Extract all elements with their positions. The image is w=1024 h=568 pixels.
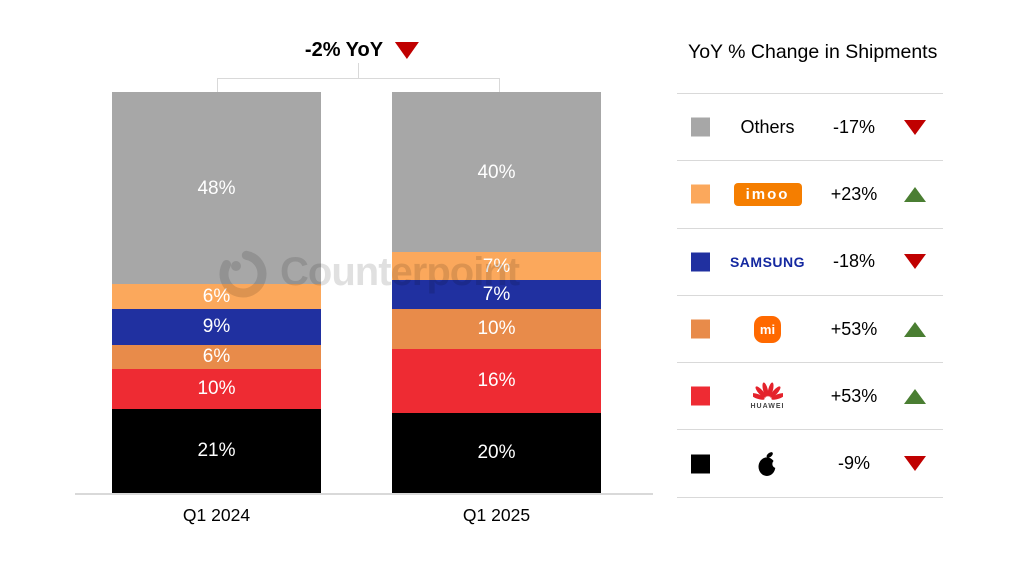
- imoo-logo: imoo: [733, 182, 802, 206]
- others-trend-triangle-icon: [904, 119, 926, 135]
- bar-segment-value: 40%: [477, 161, 516, 183]
- stacked-bar-q1-2024: 48% 6% 9% 6% 10% 21%: [112, 92, 321, 493]
- bracket-tick: [358, 63, 359, 78]
- samsung-trend-triangle-icon: [904, 254, 926, 270]
- x-axis-label-q1-2025: Q1 2025: [462, 505, 531, 525]
- others-label: Others: [740, 116, 795, 137]
- apple-change-value: -9%: [837, 453, 870, 474]
- bar-segment-value: 10%: [477, 318, 516, 340]
- imoo-color-swatch: [691, 184, 710, 204]
- imoo-change-value: +23%: [830, 183, 878, 204]
- bracket-left-drop: [217, 78, 218, 92]
- huawei-trend-triangle-icon: [904, 388, 926, 404]
- total-yoy-annotation: -2% YoY: [304, 39, 420, 62]
- bar-segment-xiaomi-q1-2024: 6%: [112, 344, 321, 369]
- apple-color-swatch: [691, 454, 710, 474]
- xiaomi-logo: mi: [754, 315, 781, 343]
- others-change-value: -17%: [832, 116, 876, 137]
- samsung-change-value: -18%: [832, 251, 876, 272]
- legend-row-imoo: imoo +23%: [677, 160, 943, 227]
- bar-segment-apple-q1-2024: 21%: [112, 408, 321, 493]
- bar-segment-xiaomi-q1-2025: 10%: [392, 308, 601, 349]
- imoo-trend-triangle-icon: [904, 186, 926, 202]
- x-axis-line: [75, 493, 653, 495]
- legend-row-samsung: SAMSUNG -18%: [677, 227, 943, 295]
- samsung-logo: SAMSUNG: [729, 253, 806, 270]
- x-axis-label-q1-2024: Q1 2024: [182, 505, 251, 525]
- stacked-bar-q1-2025: 40% 7% 7% 10% 16% 20%: [392, 92, 601, 493]
- xiaomi-color-swatch: [691, 319, 710, 339]
- bar-segment-value: 6%: [202, 285, 231, 307]
- huawei-petals-icon: [752, 382, 783, 401]
- bar-segment-value: 10%: [197, 378, 236, 400]
- legend-header: YoY % Change in Shipments: [688, 41, 938, 63]
- bracket-right-drop: [499, 78, 500, 92]
- apple-trend-triangle-icon: [904, 456, 926, 472]
- samsung-color-swatch: [691, 252, 710, 272]
- bar-segment-value: 48%: [197, 177, 236, 199]
- total-yoy-label: -2% YoY: [304, 39, 384, 61]
- bar-segment-value: 21%: [197, 440, 236, 462]
- bar-segment-imoo-q1-2024: 6%: [112, 284, 321, 309]
- bar-segment-samsung-q1-2025: 7%: [392, 280, 601, 309]
- bar-segment-value: 7%: [482, 255, 511, 277]
- others-color-swatch: [691, 117, 710, 137]
- xiaomi-logo-text: mi: [759, 321, 776, 337]
- legend-row-xiaomi: mi +53%: [677, 294, 943, 362]
- yoy-down-triangle-icon: [395, 42, 420, 59]
- huawei-logo-text: HUAWEI: [750, 403, 785, 411]
- bar-segment-value: 20%: [477, 442, 516, 464]
- huawei-color-swatch: [691, 386, 710, 406]
- xiaomi-change-value: +53%: [830, 318, 878, 339]
- xiaomi-trend-triangle-icon: [904, 321, 926, 337]
- bar-segment-huawei-q1-2024: 10%: [112, 368, 321, 409]
- huawei-change-value: +53%: [830, 385, 878, 406]
- bar-segment-value: 9%: [202, 316, 231, 338]
- huawei-logo: HUAWEI: [751, 382, 785, 410]
- legend: Others -17% imoo +23% SAMSUNG -18% mi +5…: [677, 93, 943, 498]
- bar-segment-value: 7%: [482, 283, 511, 305]
- bracket-horizontal: [217, 78, 500, 79]
- legend-row-apple: -9%: [677, 429, 943, 496]
- bar-segment-imoo-q1-2025: 7%: [392, 252, 601, 281]
- bar-segment-others-q1-2024: 48%: [112, 92, 321, 285]
- bar-segment-samsung-q1-2024: 9%: [112, 308, 321, 345]
- legend-row-huawei: HUAWEI +53%: [677, 362, 943, 429]
- imoo-logo-text: imoo: [745, 185, 790, 203]
- apple-logo-icon: [758, 451, 780, 476]
- bar-segment-huawei-q1-2025: 16%: [392, 348, 601, 413]
- bar-segment-value: 16%: [477, 370, 516, 392]
- legend-row-others: Others -17%: [677, 93, 943, 160]
- bar-segment-apple-q1-2025: 20%: [392, 412, 601, 493]
- bar-segment-others-q1-2025: 40%: [392, 92, 601, 253]
- bar-segment-value: 6%: [202, 346, 231, 368]
